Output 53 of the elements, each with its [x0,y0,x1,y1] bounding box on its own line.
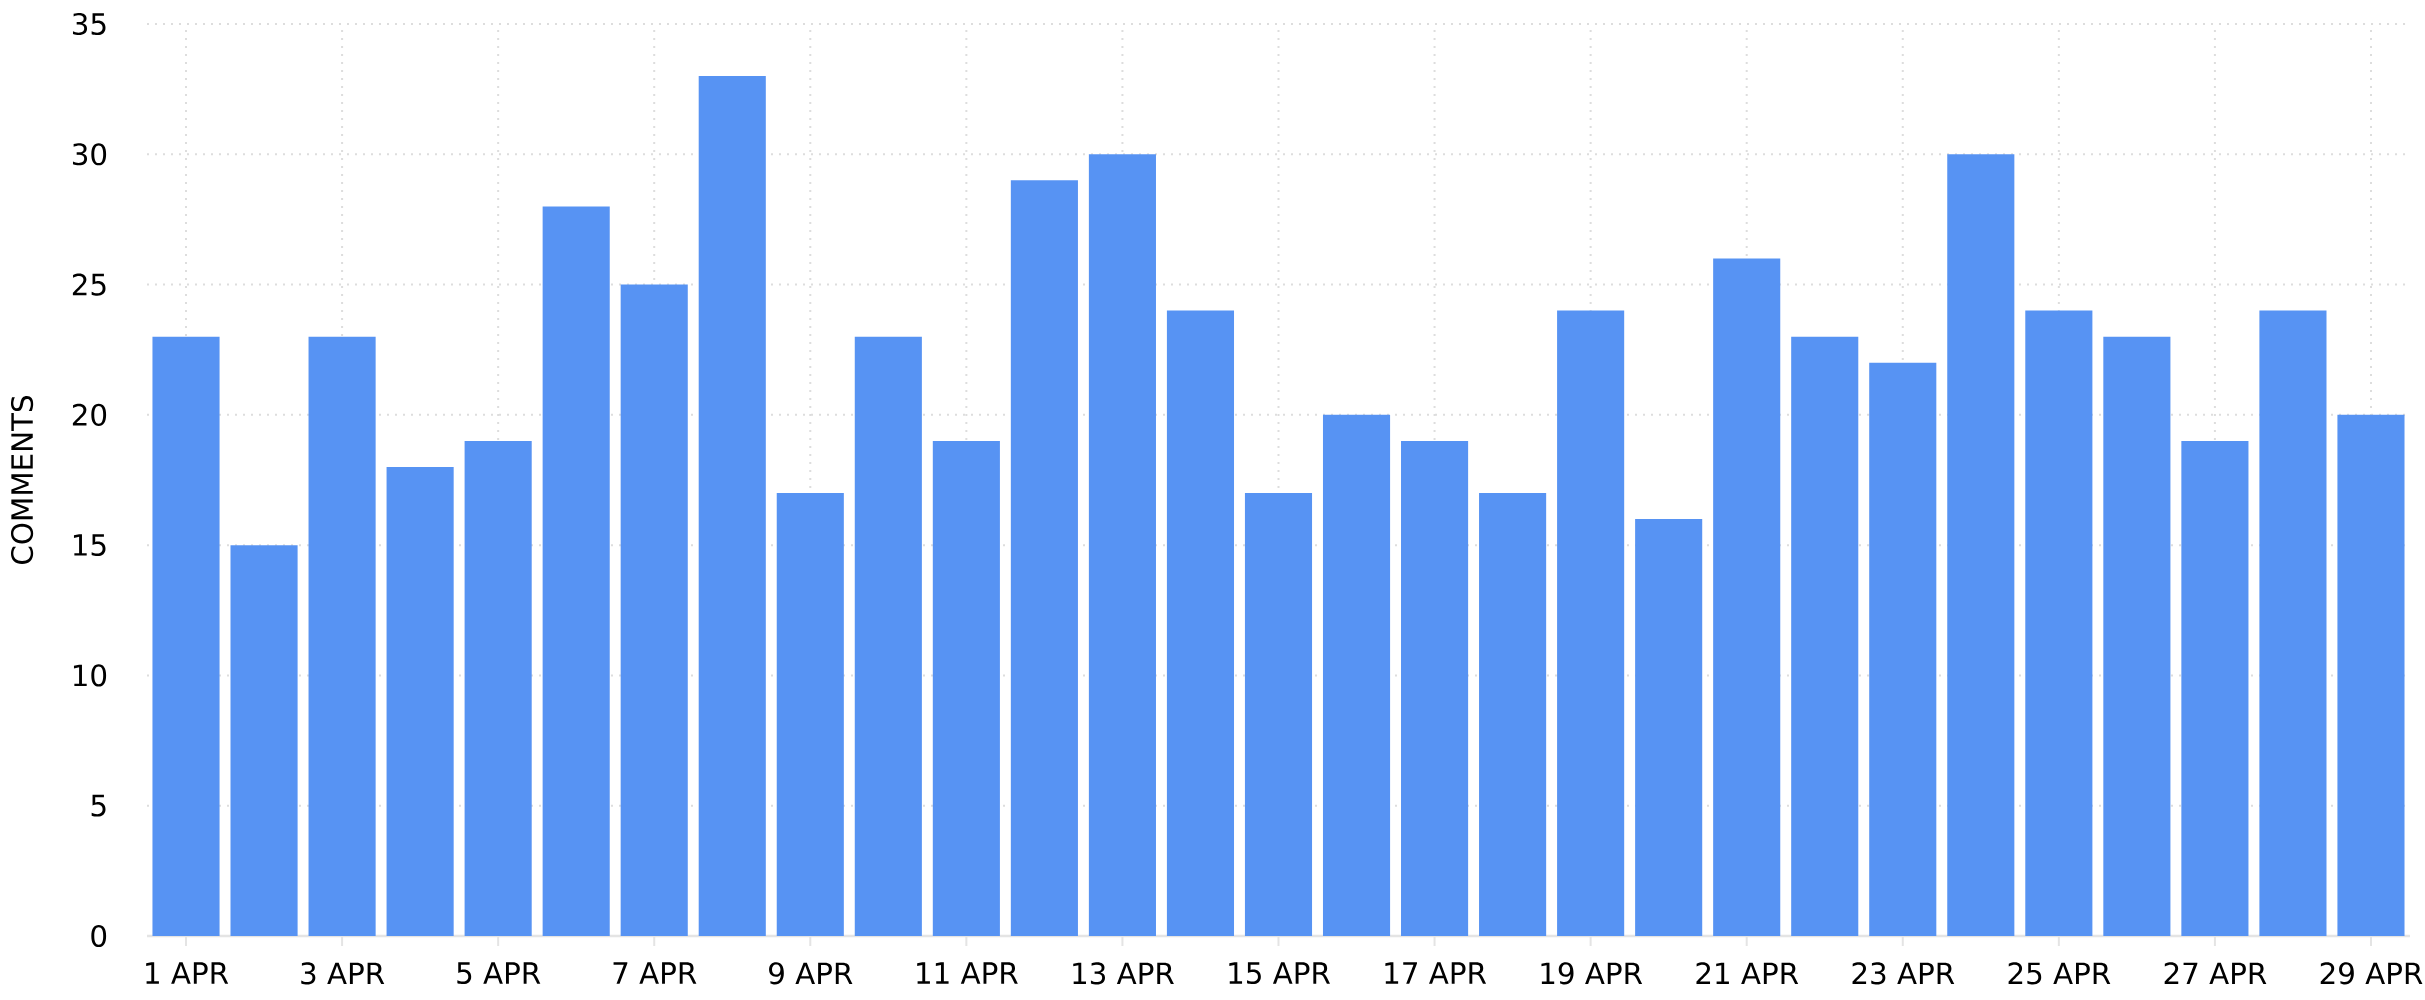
x-tick-label: 25 APR [2008,962,2111,985]
x-tick-label: 3 APR [301,962,385,985]
bar [2181,440,2249,936]
bar [386,466,454,936]
bar [2025,310,2093,936]
bar [230,545,298,936]
bar [1557,310,1625,936]
y-tick-label: 20 [72,403,107,426]
x-tick-label: 19 APR [1541,962,1643,985]
bar [1166,310,1235,936]
bar [2103,336,2171,936]
y-tick-label: 15 [73,534,106,557]
x-tick-label: 13 APR [1073,962,1174,985]
bar [1635,519,1703,936]
x-tick-label: 29 APR [2320,962,2423,985]
bar [1713,258,1781,936]
bar [1479,493,1547,936]
bar [854,336,922,936]
bar [1088,154,1156,936]
y-tick-label: 35 [72,12,106,36]
x-tick-label: 21 APR [1696,962,1799,985]
bar [1401,440,1469,936]
bar [1791,336,1859,936]
bar [776,493,844,936]
bar [1244,493,1313,936]
bar [1869,362,1937,936]
x-tick-label: 23 APR [1852,962,1955,985]
bar [1947,154,2015,936]
x-tick-label: 9 APR [769,962,853,985]
bar [308,336,376,936]
x-tick-label: 15 APR [1229,962,1330,985]
y-tick-label: 0 [91,924,107,948]
x-tick-label: 17 APR [1385,962,1487,984]
bar [698,76,766,936]
bar [932,440,1000,936]
bar [152,336,220,936]
x-tick-label: 1 APR [146,962,229,984]
bar [542,206,610,936]
bar [2337,414,2405,936]
y-axis-title: COMMENTS [10,396,34,564]
x-tick-label: 7 APR [613,962,697,984]
x-tick-label: 11 APR [917,962,1018,984]
bar [1322,414,1391,936]
y-tick-label: 5 [91,794,106,817]
bar [620,284,688,936]
bar [464,440,532,936]
x-tick-label: 5 APR [457,962,541,985]
y-tick-label: 30 [72,143,107,166]
y-tick-label: 10 [73,664,107,687]
bar [1010,180,1078,936]
x-tick-label: 27 APR [2164,962,2267,985]
bar [2259,310,2327,936]
y-tick-label: 25 [72,273,106,296]
